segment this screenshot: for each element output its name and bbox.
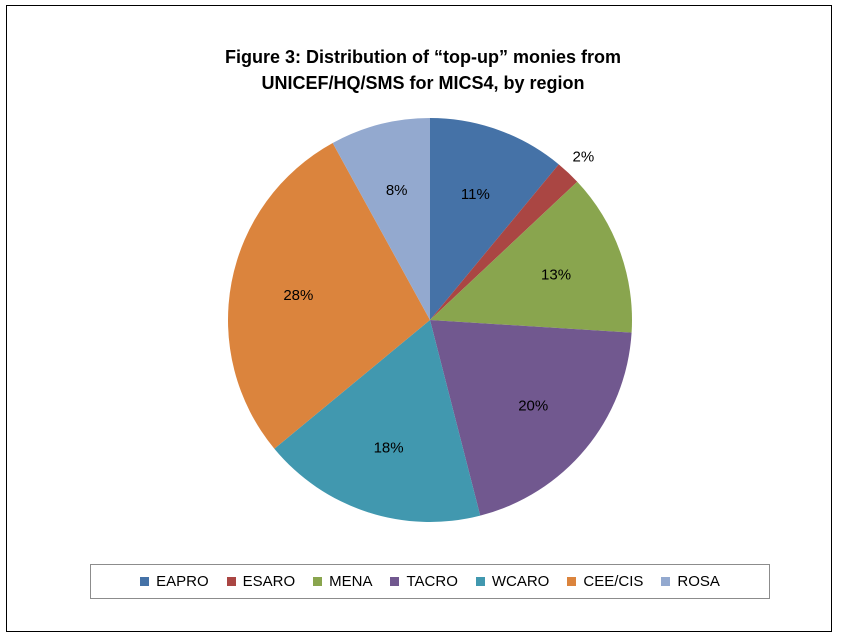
- legend-swatch: [475, 577, 485, 586]
- pie-slices: [227, 118, 632, 522]
- legend-item-eapro: EAPRO: [140, 573, 209, 590]
- legend-swatch: [390, 577, 400, 586]
- legend-label: ROSA: [677, 573, 720, 590]
- pie-slice-wcaro: [274, 320, 481, 522]
- data-label-wcaro: 18%: [374, 439, 404, 456]
- legend-swatch: [226, 577, 236, 586]
- pie-slice-eapro: [430, 118, 559, 320]
- data-label-eapro: 11%: [461, 186, 490, 203]
- legend-swatch: [140, 577, 150, 586]
- chart-title: Figure 3: Distribution of “top-up” monie…: [225, 47, 621, 94]
- pie-slice-cee-cis: [227, 142, 430, 449]
- legend-swatch: [567, 577, 577, 586]
- legend-label: ESARO: [242, 573, 296, 590]
- legend-item-mena: MENA: [313, 573, 372, 590]
- legend-item-tacro: TACRO: [390, 573, 458, 590]
- chart-legend: EAPRO ESARO MENA TACRO WCARO CEE/CIS ROSA: [90, 564, 770, 599]
- legend-item-cee-cis: CEE/CIS: [567, 573, 643, 590]
- data-label-mena: 13%: [541, 267, 571, 284]
- data-label-esaro: 2%: [572, 149, 594, 166]
- legend-swatch: [313, 577, 323, 586]
- legend-label: EAPRO: [156, 573, 209, 590]
- legend-item-wcaro: WCARO: [475, 573, 550, 590]
- data-label-tacro: 20%: [518, 397, 548, 414]
- legend-swatch: [661, 577, 671, 586]
- legend-label: TACRO: [406, 573, 458, 590]
- pie-slice-mena: [430, 181, 632, 333]
- pie-slice-tacro: [430, 320, 632, 516]
- legend-item-rosa: ROSA: [661, 573, 720, 590]
- data-label-rosa: 8%: [386, 182, 408, 199]
- legend-label: CEE/CIS: [583, 573, 644, 590]
- legend-label: WCARO: [491, 573, 550, 590]
- data-label-cee-cis: 28%: [283, 287, 313, 304]
- legend-item-esaro: ESARO: [226, 573, 296, 590]
- legend-label: MENA: [329, 573, 373, 590]
- pie-labels: 11% 2% 13% 20% 18% 28% 8%: [283, 149, 594, 457]
- pie-slice-esaro: [430, 164, 578, 320]
- pie-slice-rosa: [332, 118, 430, 320]
